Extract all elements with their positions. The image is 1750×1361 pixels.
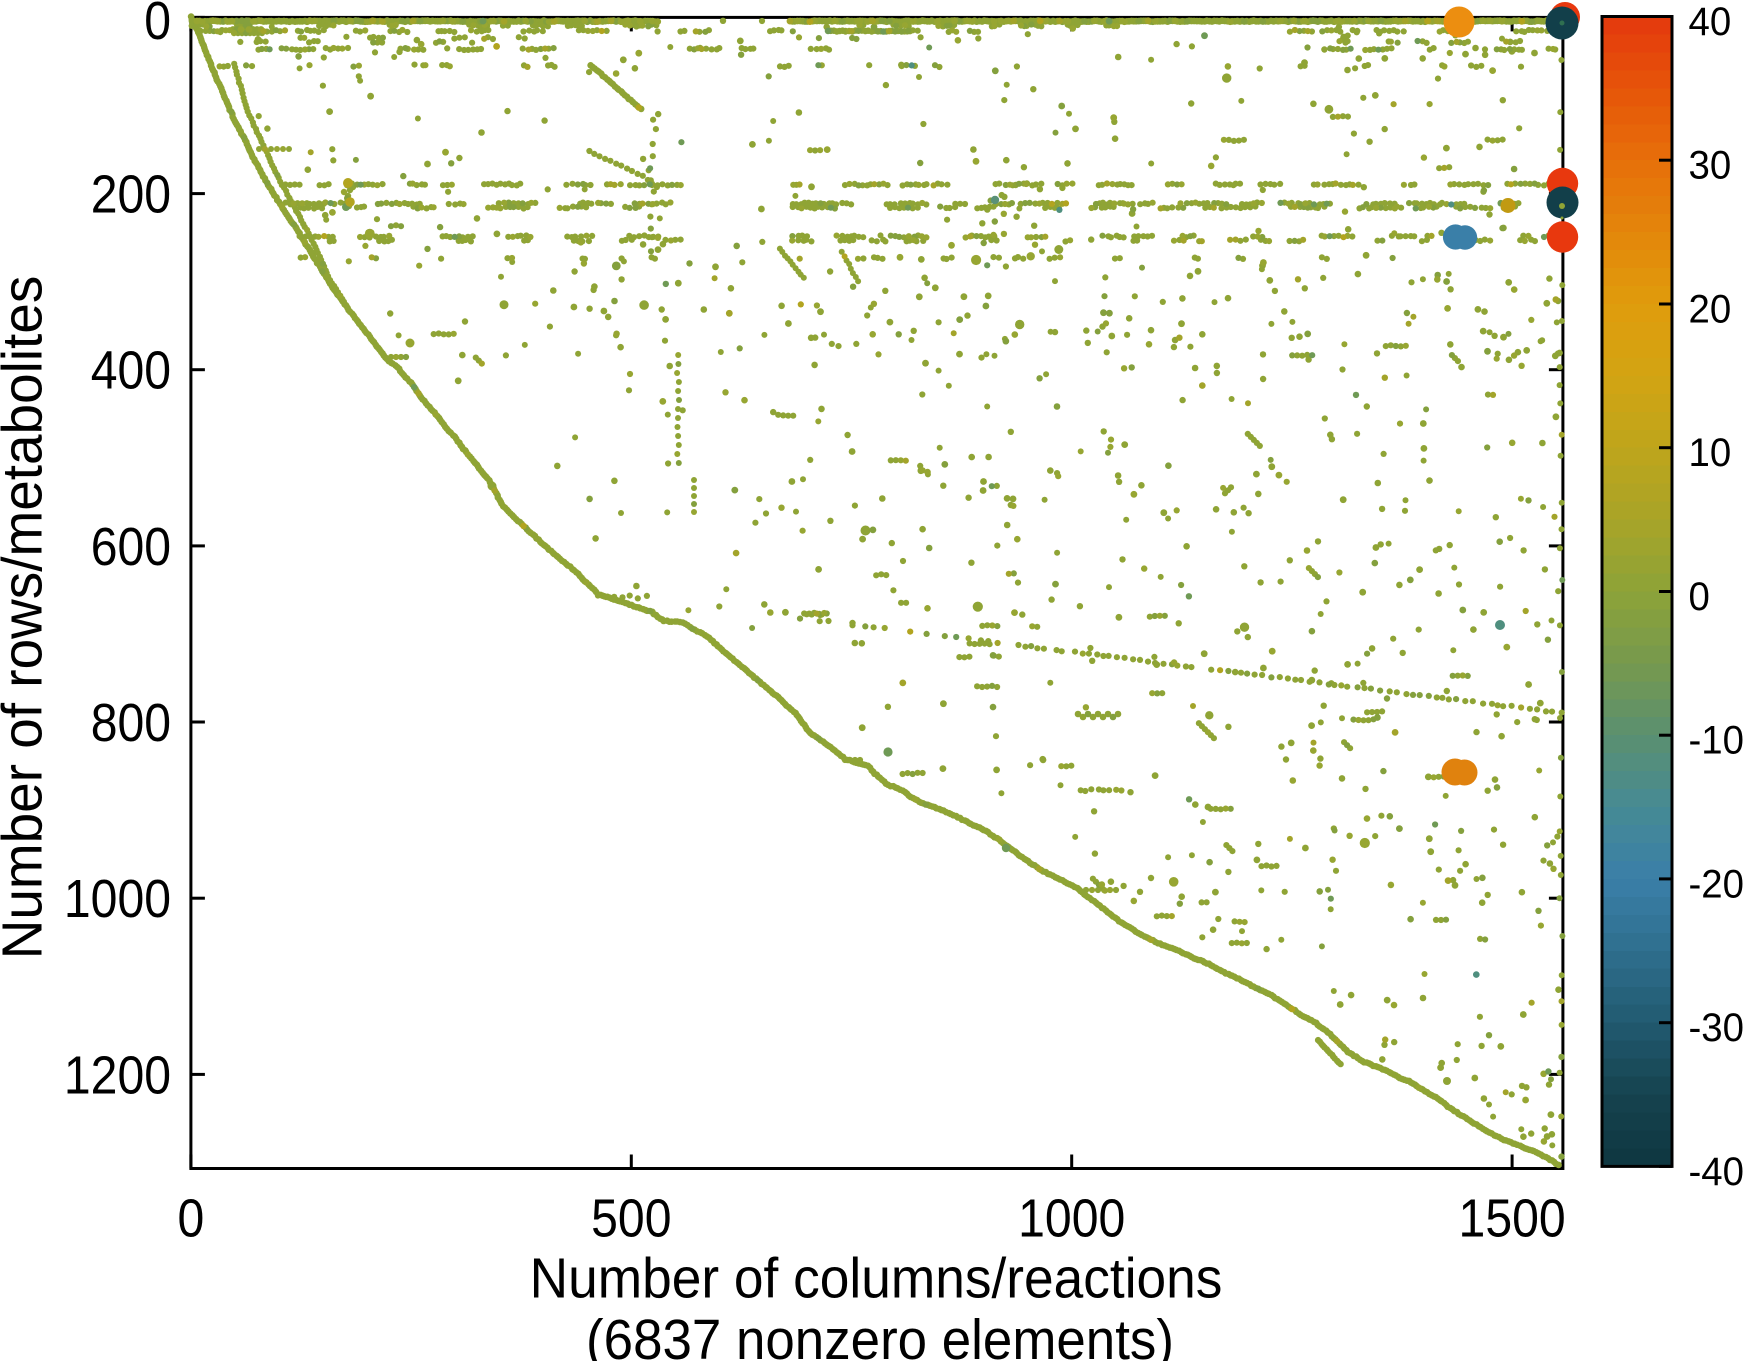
svg-text:-40: -40 — [1689, 1150, 1744, 1194]
svg-text:Number of columns/reactions: Number of columns/reactions — [530, 1246, 1223, 1310]
svg-text:0: 0 — [1689, 575, 1710, 619]
svg-text:-10: -10 — [1689, 719, 1744, 763]
svg-text:40: 40 — [1689, 0, 1732, 44]
svg-text:400: 400 — [91, 340, 171, 400]
svg-text:1000: 1000 — [64, 869, 171, 929]
svg-text:600: 600 — [91, 517, 171, 577]
svg-text:30: 30 — [1689, 144, 1732, 188]
svg-text:200: 200 — [91, 164, 171, 224]
svg-text:(6837 nonzero elements): (6837 nonzero elements) — [586, 1307, 1174, 1361]
svg-text:0: 0 — [178, 1188, 205, 1248]
svg-text:0: 0 — [144, 0, 171, 50]
svg-text:1000: 1000 — [1018, 1188, 1125, 1248]
svg-text:1500: 1500 — [1459, 1188, 1566, 1248]
svg-text:Number of rows/metabolites: Number of rows/metabolites — [0, 276, 54, 960]
svg-text:20: 20 — [1689, 288, 1732, 332]
svg-text:800: 800 — [91, 693, 171, 753]
svg-text:-30: -30 — [1689, 1007, 1744, 1051]
svg-text:500: 500 — [591, 1188, 671, 1248]
svg-text:1200: 1200 — [64, 1045, 171, 1105]
svg-text:-20: -20 — [1689, 863, 1744, 907]
svg-text:10: 10 — [1689, 432, 1732, 476]
